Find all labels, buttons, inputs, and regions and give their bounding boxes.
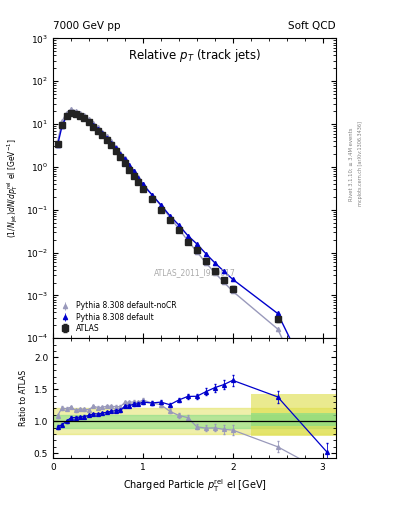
Y-axis label: $(1/N_\mathrm{jet})dN/dp^\mathrm{rel}_\mathrm{T}\ \mathrm{el}\ [\mathrm{GeV}^{-1: $(1/N_\mathrm{jet})dN/dp^\mathrm{rel}_\m… [6, 138, 20, 238]
X-axis label: Charged Particle $p^\mathrm{rel}_\mathrm{T}\ \mathrm{el}\ [\mathrm{GeV}]$: Charged Particle $p^\mathrm{rel}_\mathrm… [123, 478, 266, 495]
Bar [251, 394, 336, 436]
Text: Rivet 3.1.10; ≥ 3.4M events: Rivet 3.1.10; ≥ 3.4M events [349, 127, 354, 201]
Text: mcplots.cern.ch [arXiv:1306.3436]: mcplots.cern.ch [arXiv:1306.3436] [358, 121, 363, 206]
Bar [251, 413, 336, 425]
Text: Soft QCD: Soft QCD [288, 20, 336, 31]
Text: 7000 GeV pp: 7000 GeV pp [53, 20, 121, 31]
Bar [53, 409, 336, 434]
Text: Relative $p_T$ (track jets): Relative $p_T$ (track jets) [128, 48, 261, 65]
Bar [53, 415, 336, 428]
Legend: Pythia 8.308 default-noCR, Pythia 8.308 default, ATLAS: Pythia 8.308 default-noCR, Pythia 8.308 … [57, 300, 178, 334]
Y-axis label: Ratio to ATLAS: Ratio to ATLAS [19, 370, 28, 426]
Text: ATLAS_2011_I919017: ATLAS_2011_I919017 [154, 268, 235, 277]
